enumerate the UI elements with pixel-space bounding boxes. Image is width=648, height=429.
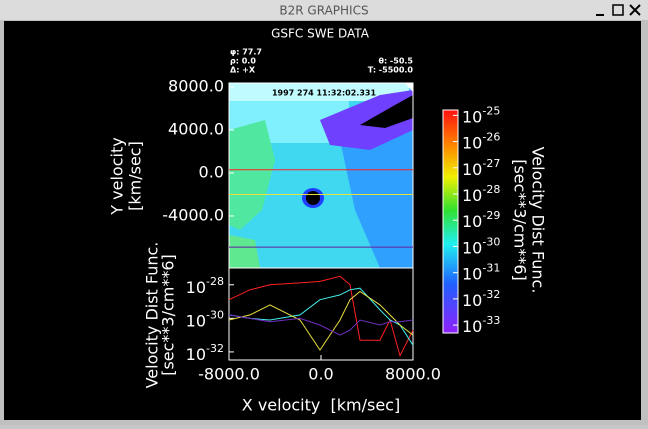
- colorbar-tick-label: 10-26: [462, 131, 500, 153]
- colorbar-tick-label: 10-32: [462, 288, 500, 310]
- y-tick-label: -4000.0: [162, 205, 224, 224]
- chart-title: GSFC SWE DATA: [271, 27, 370, 41]
- timestamp: 1997 274 11:32:02.331: [272, 89, 377, 98]
- data-line: [228, 314, 414, 336]
- data-line: [228, 287, 414, 346]
- window-title: B2R GRAPHICS: [279, 4, 368, 18]
- y-tick-label: 8000.0: [168, 76, 224, 95]
- data-line: [228, 275, 414, 357]
- heatmap-image: [229, 83, 413, 268]
- line-panel-frame: [228, 267, 414, 361]
- axis-label: [sec**3/cm**6]: [511, 159, 530, 281]
- colorbar-tick-label: 10-31: [462, 262, 500, 284]
- x-tick-label: 0.0: [308, 365, 333, 384]
- colorbar-tick-label: 10-28: [462, 183, 500, 205]
- axis-label: [km/sec]: [126, 141, 145, 211]
- y-tick-label: 4000.0: [168, 119, 224, 138]
- axis-label: Velocity Dist Func.: [529, 147, 548, 294]
- close-button[interactable]: [629, 4, 641, 16]
- title-bar: [0, 0, 648, 20]
- axis-label: Velocity Dist Func.: [143, 242, 162, 389]
- parameter: φ: 77.7: [230, 48, 262, 57]
- y-tick-label: 0.0: [199, 162, 224, 181]
- parameter: T: -5500.0: [368, 66, 414, 75]
- x-axis-label: X velocity [km/sec]: [242, 396, 400, 415]
- parameter: θ: -50.5: [378, 57, 413, 66]
- colorbar-tick-label: 10-29: [462, 209, 500, 231]
- y-tick-label: 10-32: [186, 342, 224, 364]
- y-tick-label: 10-28: [186, 275, 224, 297]
- colorbar-tick-label: 10-30: [462, 235, 500, 257]
- axis-label: Y velocity: [108, 137, 127, 215]
- data-line: [228, 290, 414, 351]
- parameter: Δ: +X: [230, 66, 256, 75]
- y-tick-label: 10-30: [186, 308, 224, 330]
- x-tick-label: -8000.0: [198, 365, 260, 384]
- x-tick-label: 8000.0: [385, 365, 441, 384]
- parameter: ρ: 0.0: [230, 57, 256, 66]
- colorbar-tick-label: 10-25: [462, 104, 500, 126]
- axis-label: [sec**3/cm**6]: [159, 254, 178, 376]
- colorbar-tick-label: 10-33: [462, 314, 500, 336]
- maximize-button[interactable]: [612, 4, 624, 16]
- colorbar: [442, 109, 459, 334]
- colorbar-tick-label: 10-27: [462, 157, 500, 179]
